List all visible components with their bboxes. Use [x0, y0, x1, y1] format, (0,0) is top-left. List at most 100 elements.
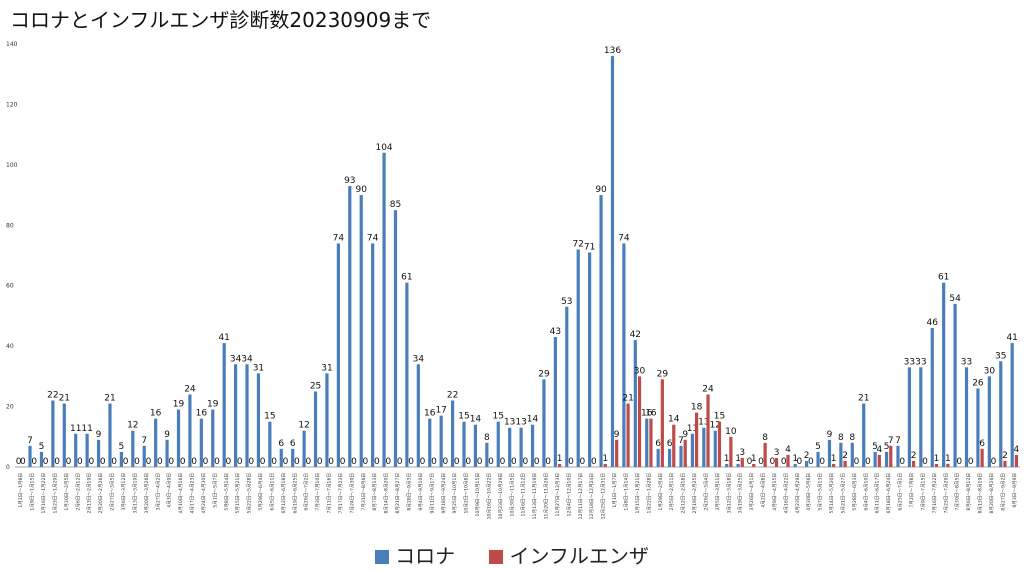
corona-bar — [473, 424, 478, 467]
corona-bar — [51, 400, 55, 467]
corona-bar — [610, 56, 615, 467]
corona-data-label: 19 — [207, 400, 219, 410]
corona-bar — [222, 343, 226, 467]
x-tick-label: 9月11日～9月17日 — [429, 473, 435, 514]
x-tick-label: 5月7日～5月13日 — [818, 473, 824, 511]
corona-bar — [976, 388, 980, 467]
corona-data-label: 34 — [230, 354, 242, 364]
corona-data-label: 14 — [527, 415, 539, 425]
corona-bar — [302, 430, 306, 467]
corona-data-label: 33 — [915, 357, 926, 367]
corona-bar — [382, 152, 386, 467]
influenza-data-label: 0 — [328, 457, 334, 467]
legend-label-influenza: インフルエンザ — [509, 544, 649, 568]
influenza-bar — [1003, 460, 1007, 467]
corona-data-label: 0 — [16, 457, 22, 467]
y-tick-label: 40 — [6, 343, 14, 350]
corona-bar — [633, 340, 637, 467]
corona-bar — [28, 445, 32, 467]
influenza-bar — [889, 445, 893, 467]
influenza-data-label: 0 — [385, 457, 391, 467]
corona-bar — [576, 249, 580, 467]
x-tick-label: 4月30日～5月6日 — [806, 473, 812, 511]
influenza-data-label: 0 — [317, 457, 323, 467]
corona-data-label: 22 — [447, 391, 458, 401]
x-tick-label: 10月23日～10月29日 — [498, 473, 504, 519]
influenza-data-label: 0 — [283, 457, 289, 467]
corona-data-label: 1 — [735, 454, 741, 464]
influenza-data-label: 0 — [123, 457, 129, 467]
influenza-data-label: 4 — [785, 445, 791, 455]
influenza-bar — [934, 463, 939, 467]
x-tick-label: 10月30日～11月5日 — [509, 473, 515, 516]
corona-data-label: 9 — [164, 430, 170, 440]
influenza-data-label: 0 — [340, 457, 346, 467]
corona-bar — [736, 463, 740, 467]
influenza-bar — [557, 463, 562, 467]
influenza-data-label: 0 — [146, 457, 152, 467]
y-tick-label: 100 — [6, 162, 18, 169]
influenza-data-label: 0 — [180, 457, 186, 467]
influenza-bar — [740, 457, 744, 467]
x-tick-label: 9月4日～9月10日 — [418, 473, 424, 511]
influenza-data-label: 0 — [522, 457, 528, 467]
corona-data-label: 5 — [872, 442, 878, 452]
x-tick-label: 6月4日～6月10日 — [863, 473, 869, 511]
x-tick-label: 5月22日～5月28日 — [247, 473, 253, 514]
influenza-data-label: 0 — [260, 457, 266, 467]
x-tick-label: 4月16日～4月22日 — [783, 473, 789, 514]
x-tick-label: 2月26日～3月4日 — [703, 473, 709, 511]
influenza-data-label: 0 — [214, 457, 220, 467]
influenza-data-label: 0 — [580, 457, 586, 467]
corona-bar — [96, 439, 101, 467]
corona-data-label: 33 — [904, 357, 915, 367]
corona-data-label: 14 — [470, 415, 482, 425]
x-tick-label: 5月1日～5月7日 — [212, 473, 218, 508]
corona-data-label: 72 — [572, 239, 583, 249]
corona-data-label: 61 — [938, 273, 949, 283]
x-tick-label: 12月4日～12月10日 — [566, 473, 572, 516]
corona-bar — [565, 306, 569, 467]
influenza-data-label: 18 — [691, 403, 703, 413]
corona-data-label: 53 — [561, 297, 572, 307]
influenza-data-label: 1 — [945, 454, 951, 464]
influenza-data-label: 0 — [237, 457, 243, 467]
influenza-data-label: 2 — [911, 451, 917, 461]
corona-bar — [450, 400, 455, 467]
influenza-bar — [637, 376, 642, 467]
x-tick-label: 3月5日～3月11日 — [715, 473, 721, 511]
corona-bar — [519, 427, 523, 467]
x-tick-label: 4月17日～4月23日 — [190, 473, 196, 514]
corona-bar — [279, 448, 283, 467]
legend-swatch-corona — [375, 550, 390, 564]
influenza-data-label: 1 — [934, 454, 940, 464]
corona-bar — [348, 186, 352, 467]
corona-bar — [702, 427, 706, 467]
x-tick-label: 6月26日～7月2日 — [304, 473, 310, 511]
corona-bar — [462, 421, 466, 467]
corona-bar — [942, 282, 946, 467]
influenza-data-label: 0 — [294, 457, 300, 467]
influenza-data-label: 3 — [774, 448, 780, 458]
corona-data-label: 11 — [687, 424, 698, 434]
x-tick-label: 1月8日～1月14日 — [623, 473, 629, 511]
influenza-data-label: 0 — [203, 457, 209, 467]
legend: コロナ インフルエンザ — [0, 540, 1024, 569]
x-tick-label: 6月11日～6月17日 — [875, 473, 881, 514]
corona-bar — [542, 379, 546, 467]
corona-data-label: 104 — [375, 143, 392, 153]
x-tick-label: 8月6日～8月12日 — [966, 473, 972, 511]
influenza-data-label: 6 — [979, 439, 985, 449]
y-tick-label: 140 — [6, 41, 18, 48]
corona-bar — [74, 433, 78, 467]
influenza-data-label: 16 — [645, 409, 657, 419]
x-tick-label: 6月18日～6月24日 — [886, 473, 892, 514]
corona-data-label: 12 — [710, 421, 721, 431]
influenza-bar — [717, 421, 722, 467]
x-tick-label: 3月26日～4月1日 — [749, 473, 755, 511]
corona-data-label: 74 — [367, 233, 379, 243]
influenza-bar — [1014, 454, 1018, 467]
corona-data-label: 13 — [698, 418, 709, 428]
influenza-data-label: 0 — [397, 457, 403, 467]
